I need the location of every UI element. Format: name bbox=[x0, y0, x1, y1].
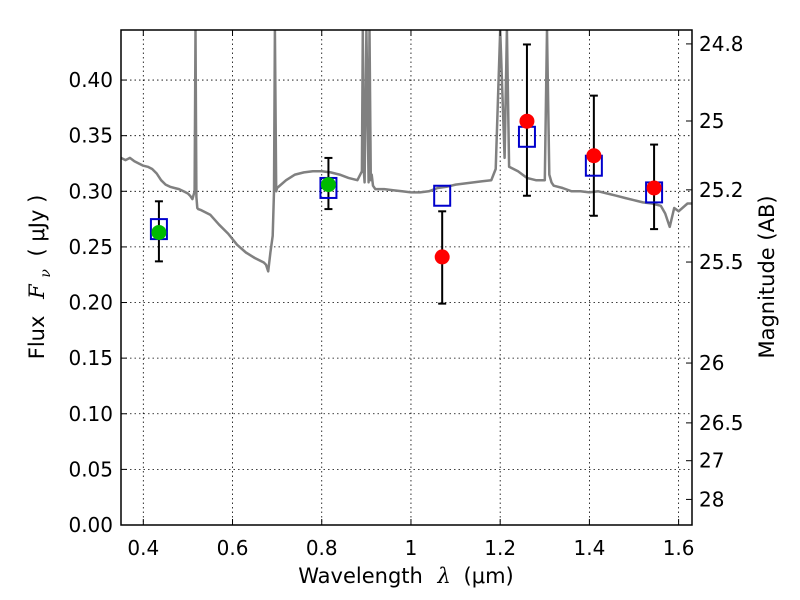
red-data-point bbox=[519, 113, 535, 129]
x-tick-label: 1 bbox=[405, 536, 418, 560]
y-tick-label: 0.20 bbox=[68, 291, 113, 315]
x-axis-unit: (μm) bbox=[464, 564, 514, 588]
x-axis-label-prefix: Wavelength bbox=[298, 564, 423, 588]
y-tick-label: 0.30 bbox=[68, 179, 113, 203]
green-data-point bbox=[320, 177, 336, 193]
mag-tick-label: 26.5 bbox=[699, 411, 744, 435]
grid-lines bbox=[121, 30, 692, 526]
red-data-point bbox=[646, 180, 662, 196]
y-axis-label: Flux F ν ( μJy ) bbox=[25, 195, 55, 360]
x-tick-label: 0.8 bbox=[306, 536, 338, 560]
mag-tick-label: 27 bbox=[699, 449, 724, 473]
model-spectrum bbox=[121, 30, 692, 273]
red-data-point bbox=[586, 148, 602, 164]
y-axis-subscript: ν bbox=[38, 269, 54, 278]
data-markers bbox=[149, 43, 664, 305]
axis-ticks: 0.4 0.6 0.8 1 1.2 1.4 1.6 0.00 0.05 0.10 0.15 0.20 0… bbox=[68, 30, 744, 560]
y-tick-label: 0.35 bbox=[68, 124, 113, 148]
x-tick-label: 1.2 bbox=[484, 536, 516, 560]
model-square-marker bbox=[433, 184, 452, 207]
mag-tick-label: 25.5 bbox=[699, 250, 744, 274]
mag-tick-label: 25.2 bbox=[699, 178, 744, 202]
mag-tick-label: 25 bbox=[699, 109, 724, 133]
x-axis-label: Wavelength λ (μm) bbox=[298, 564, 513, 588]
y-axis-label-prefix: Flux bbox=[25, 316, 49, 360]
y-axis-right-label: Magnitude (AB) bbox=[755, 195, 779, 358]
y-tick-label: 0.40 bbox=[68, 68, 113, 92]
y-tick-label: 0.15 bbox=[68, 346, 113, 370]
mag-tick-label: 28 bbox=[699, 487, 724, 511]
red-data-point bbox=[434, 249, 450, 265]
y-tick-label: 0.10 bbox=[68, 402, 113, 426]
y-tick-label: 0.05 bbox=[68, 457, 113, 481]
x-tick-label: 1.4 bbox=[573, 536, 605, 560]
x-axis-symbol: λ bbox=[437, 564, 451, 588]
y-axis-symbol: F bbox=[25, 283, 49, 300]
y-tick-label: 0.25 bbox=[68, 235, 113, 259]
green-data-point bbox=[151, 224, 167, 240]
plot-frame bbox=[120, 29, 693, 526]
y-tick-label: 0.00 bbox=[68, 513, 113, 537]
y-axis-unit: ( μJy ) bbox=[25, 195, 49, 257]
x-tick-label: 1.6 bbox=[663, 536, 695, 560]
x-tick-label: 0.4 bbox=[127, 536, 159, 560]
mag-tick-label: 24.8 bbox=[699, 32, 744, 56]
x-tick-label: 0.6 bbox=[217, 536, 249, 560]
spectrum-line bbox=[121, 30, 692, 273]
mag-tick-label: 26 bbox=[699, 351, 724, 375]
